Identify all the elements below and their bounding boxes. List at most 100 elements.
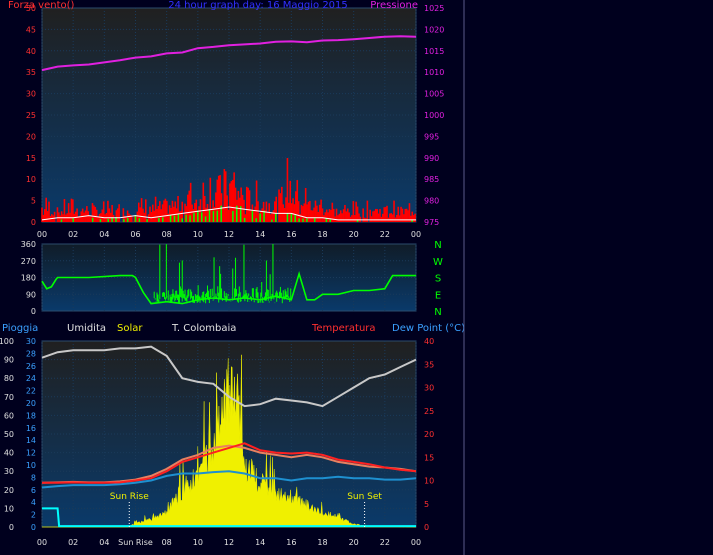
umidita-axis-tick: 4 <box>31 498 36 507</box>
direction-axis-tick: 0 <box>31 307 36 316</box>
pressure-axis-tick: 990 <box>424 154 439 163</box>
pressure-axis-tick: 1020 <box>424 25 444 34</box>
umidita-axis-tick: 22 <box>26 387 36 396</box>
pioggia-axis-tick: 50 <box>4 430 14 439</box>
wind-direction-line <box>41 271 416 305</box>
x-tick-top: 00 <box>37 230 47 239</box>
x-tick-bottom: 12 <box>224 538 234 547</box>
umidita-axis-tick: 28 <box>26 349 36 358</box>
umidita-axis-tick: 12 <box>26 449 36 458</box>
x-tick-top: 00 <box>411 230 421 239</box>
wind-axis-tick: 30 <box>26 90 36 99</box>
pressure-axis-tick: 980 <box>424 197 439 206</box>
umidita-axis-tick: 0 <box>31 523 36 532</box>
umidita-axis-tick: 26 <box>26 362 36 371</box>
wind-avg-line <box>41 206 416 221</box>
x-tick-bottom: 04 <box>99 538 109 547</box>
pioggia-axis-tick: 60 <box>4 411 14 420</box>
rain-line <box>42 507 416 528</box>
x-tick-top: 18 <box>317 230 327 239</box>
wind-axis-label: Forza vento() <box>8 0 75 11</box>
temperatura-axis-tick: 25 <box>424 407 434 416</box>
sun-rise-label: Sun Rise <box>110 492 149 502</box>
x-tick-bottom: 20 <box>349 538 359 547</box>
wind-axis-tick: 15 <box>26 154 36 163</box>
temperatura-axis-tick: 0 <box>424 523 429 532</box>
umidita-axis-tick: 14 <box>26 436 36 445</box>
pressure-axis-tick: 1000 <box>424 111 444 120</box>
pressure-line <box>41 35 417 72</box>
direction-axis-tick: 270 <box>21 257 36 266</box>
umidita-axis-tick: 10 <box>26 461 36 470</box>
humidity-line <box>41 345 417 408</box>
umidita-axis-tick: 20 <box>26 399 36 408</box>
wind-axis-tick: 40 <box>26 47 36 56</box>
x-tick-bottom: 00 <box>37 538 47 547</box>
wind-axis-tick: 25 <box>26 111 36 120</box>
compass-label: N <box>434 307 441 318</box>
temperatura-axis-tick: 35 <box>424 360 434 369</box>
pressure-axis-tick: 1010 <box>424 68 444 77</box>
pioggia-axis-tick: 0 <box>9 523 14 532</box>
umidita-axis-tick: 6 <box>31 486 36 495</box>
pioggia-label: Pioggia <box>2 323 38 334</box>
pressure-axis-tick: 985 <box>424 175 439 184</box>
chart-title: 24 hour graph day: 16 Maggio 2015 <box>168 0 348 11</box>
temperatura-axis-tick: 20 <box>424 430 434 439</box>
umidita-axis-tick: 8 <box>31 473 36 482</box>
x-tick-top: 10 <box>193 230 203 239</box>
compass-label: S <box>435 274 441 285</box>
tcolombaia-label: T. Colombaia <box>171 323 236 334</box>
wind-axis-tick: 10 <box>26 175 36 184</box>
pioggia-axis-tick: 80 <box>4 374 14 383</box>
x-tick-top: 22 <box>380 230 390 239</box>
pioggia-axis-tick: 100 <box>0 337 14 346</box>
x-tick-top: 06 <box>130 230 140 239</box>
x-tick-top: 12 <box>224 230 234 239</box>
pressure-axis-tick: 975 <box>424 218 439 227</box>
umidita-axis-tick: 30 <box>26 337 36 346</box>
temperatura-axis-tick: 5 <box>424 500 429 509</box>
x-tick-bottom: 08 <box>162 538 172 547</box>
direction-axis-tick: 90 <box>26 290 36 299</box>
x-tick-bottom: 10 <box>193 538 203 547</box>
solar-label: Solar <box>117 323 143 334</box>
compass-label: W <box>433 257 443 268</box>
dewpoint-line <box>41 470 417 489</box>
pioggia-axis-tick: 40 <box>4 449 14 458</box>
pioggia-axis-tick: 20 <box>4 486 14 495</box>
x-tick-top: 16 <box>286 230 296 239</box>
wind-axis-tick: 45 <box>26 25 36 34</box>
pressure-axis-tick: 1015 <box>424 47 444 56</box>
umidita-label: Umidita <box>67 323 106 334</box>
x-tick-top: 04 <box>99 230 109 239</box>
x-tick-bottom: 18 <box>317 538 327 547</box>
temperatura-axis-tick: 30 <box>424 384 434 393</box>
umidita-axis-tick: 18 <box>26 411 36 420</box>
compass-label: N <box>434 240 441 251</box>
x-tick-bottom: 22 <box>380 538 390 547</box>
temperatura-axis-tick: 10 <box>424 477 434 486</box>
x-tick-top: 08 <box>162 230 172 239</box>
sun-set-label: Sun Set <box>347 492 382 502</box>
x-tick-bottom: 14 <box>255 538 265 547</box>
umidita-axis-tick: 16 <box>26 424 36 433</box>
temperature-line <box>42 442 417 484</box>
x-tick-bottom: Sun Rise <box>118 538 153 547</box>
direction-axis-tick: 180 <box>21 274 36 283</box>
pressure-axis-tick: 995 <box>424 132 439 141</box>
direction-axis-tick: 360 <box>21 240 36 249</box>
dewpoint-label: Dew Point (°C) <box>392 323 465 334</box>
wind-axis-tick: 35 <box>26 68 36 77</box>
pioggia-axis-tick: 10 <box>4 504 14 513</box>
umidita-axis-tick: 2 <box>31 511 36 520</box>
pressure-axis-label: Pressione <box>370 0 418 11</box>
temperatura-label: Temperatura <box>311 323 376 334</box>
x-tick-bottom: 00 <box>411 538 421 547</box>
pioggia-axis-tick: 30 <box>4 467 14 476</box>
wind-axis-tick: 50 <box>26 4 36 13</box>
x-tick-top: 20 <box>349 230 359 239</box>
pressure-axis-tick: 1025 <box>424 4 444 13</box>
x-tick-bottom: 02 <box>68 538 78 547</box>
